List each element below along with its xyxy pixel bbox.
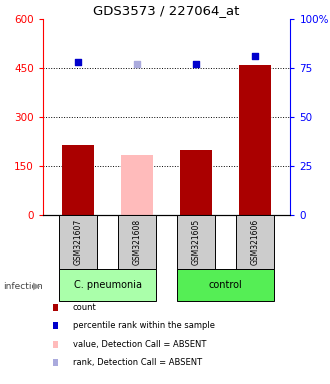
Text: rank, Detection Call = ABSENT: rank, Detection Call = ABSENT bbox=[73, 358, 202, 367]
Text: percentile rank within the sample: percentile rank within the sample bbox=[73, 321, 214, 330]
Text: GSM321605: GSM321605 bbox=[192, 219, 201, 265]
Text: C. pneumonia: C. pneumonia bbox=[74, 280, 142, 290]
Text: GSM321607: GSM321607 bbox=[74, 219, 83, 265]
Text: value, Detection Call = ABSENT: value, Detection Call = ABSENT bbox=[73, 339, 206, 349]
Point bbox=[135, 61, 140, 67]
Text: ▶: ▶ bbox=[33, 281, 41, 291]
Text: control: control bbox=[209, 280, 243, 290]
Bar bbox=[59, 215, 97, 269]
Text: GSM321606: GSM321606 bbox=[250, 219, 259, 265]
Bar bbox=[59, 269, 156, 301]
Point bbox=[252, 53, 258, 60]
Point bbox=[193, 61, 199, 67]
Title: GDS3573 / 227064_at: GDS3573 / 227064_at bbox=[93, 3, 240, 17]
Text: GSM321608: GSM321608 bbox=[133, 219, 142, 265]
Bar bbox=[177, 215, 215, 269]
Text: infection: infection bbox=[3, 281, 43, 291]
Bar bbox=[239, 65, 271, 215]
Bar bbox=[121, 155, 153, 215]
Bar bbox=[180, 150, 212, 215]
Bar bbox=[62, 145, 94, 215]
Text: count: count bbox=[73, 303, 96, 312]
Bar bbox=[236, 215, 274, 269]
Bar bbox=[177, 269, 274, 301]
Bar bbox=[118, 215, 156, 269]
Point bbox=[76, 59, 81, 65]
